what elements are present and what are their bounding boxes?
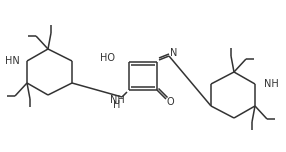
Text: HO: HO xyxy=(100,53,115,63)
Text: H: H xyxy=(113,100,121,110)
Text: O: O xyxy=(166,97,174,107)
Text: NH: NH xyxy=(264,79,279,89)
Text: N: N xyxy=(170,48,178,58)
Text: HN: HN xyxy=(5,56,20,66)
Text: NH: NH xyxy=(110,95,124,105)
